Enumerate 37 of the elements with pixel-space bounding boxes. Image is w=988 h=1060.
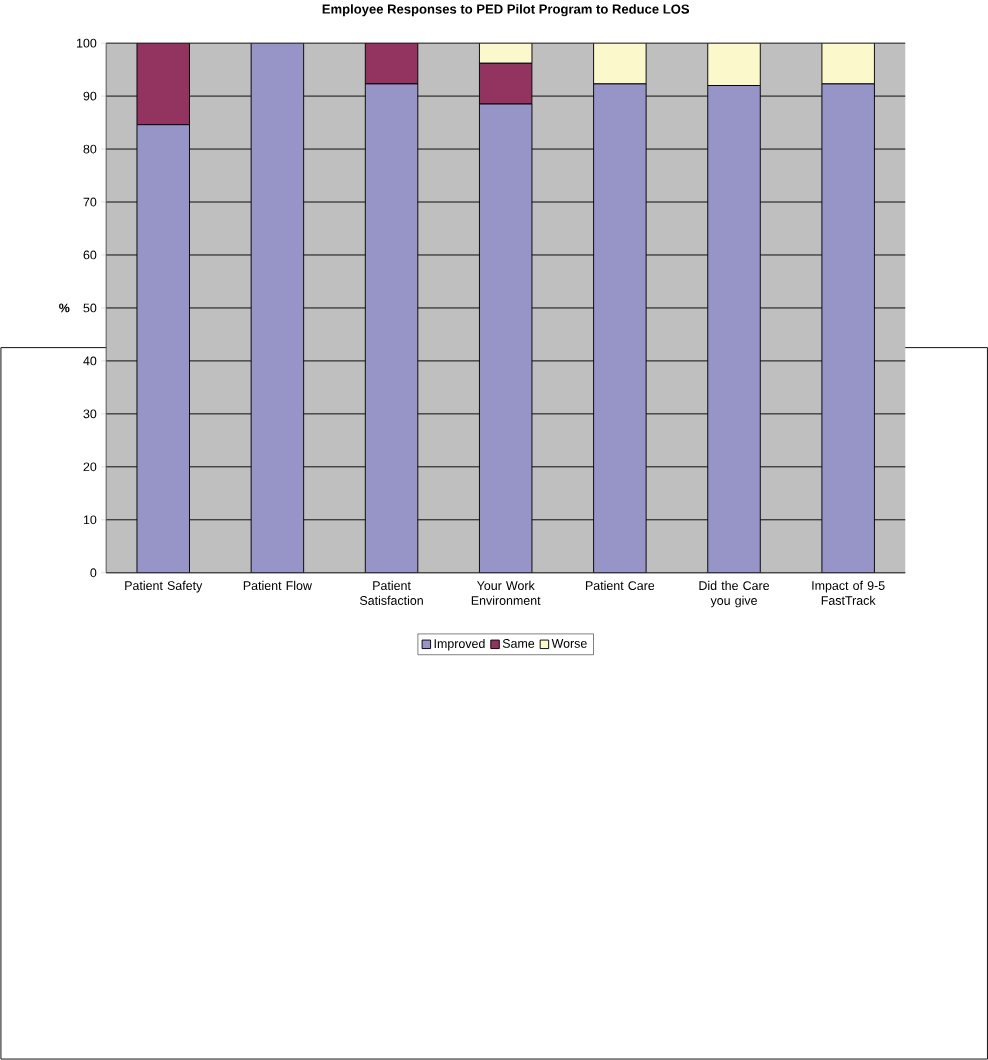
x-tick-label: Impact of 9-5 FastTrack	[812, 580, 885, 605]
y-tick-label: 70	[83, 197, 97, 207]
y-tick-label: 50	[83, 303, 97, 313]
legend-label: Improved	[434, 638, 485, 651]
y-tick-label: 0	[90, 568, 97, 578]
bar	[592, 43, 647, 85]
bar	[707, 43, 761, 86]
y-tick-label: 80	[83, 144, 97, 154]
bar	[592, 83, 647, 573]
bar	[364, 83, 419, 573]
bar	[478, 43, 533, 64]
y-tick-label: 20	[83, 462, 97, 472]
bar	[821, 43, 875, 85]
bar	[478, 62, 533, 105]
chart-title: Employee Responses to PED Pilot Program to Reduce LOS	[322, 4, 689, 17]
bar	[478, 103, 533, 573]
x-tick-label: Your Work Environment	[471, 580, 541, 605]
x-tick-label: Patient Care	[585, 580, 655, 590]
x-tick-label: Patient Satisfaction	[359, 580, 423, 605]
bar	[136, 124, 190, 573]
legend-label: Worse	[551, 639, 587, 648]
y-tick-label: 60	[83, 250, 97, 260]
bar	[136, 43, 190, 126]
x-tick-label: Did the Care you give	[699, 580, 769, 608]
bar	[364, 43, 419, 85]
y-tick-label: 30	[83, 409, 97, 419]
bar	[250, 43, 304, 573]
y-axis-title: %	[58, 303, 70, 313]
x-tick-label: Patient Safety	[125, 580, 203, 593]
x-tick-label: Patient Flow	[243, 580, 312, 590]
bar	[707, 85, 761, 573]
bar	[821, 83, 875, 573]
y-tick-label: 90	[83, 91, 97, 101]
y-tick-label: 40	[83, 356, 97, 366]
y-tick-label: 10	[83, 515, 97, 525]
legend-label: Same	[502, 639, 534, 648]
y-tick-label: 100	[76, 38, 97, 48]
